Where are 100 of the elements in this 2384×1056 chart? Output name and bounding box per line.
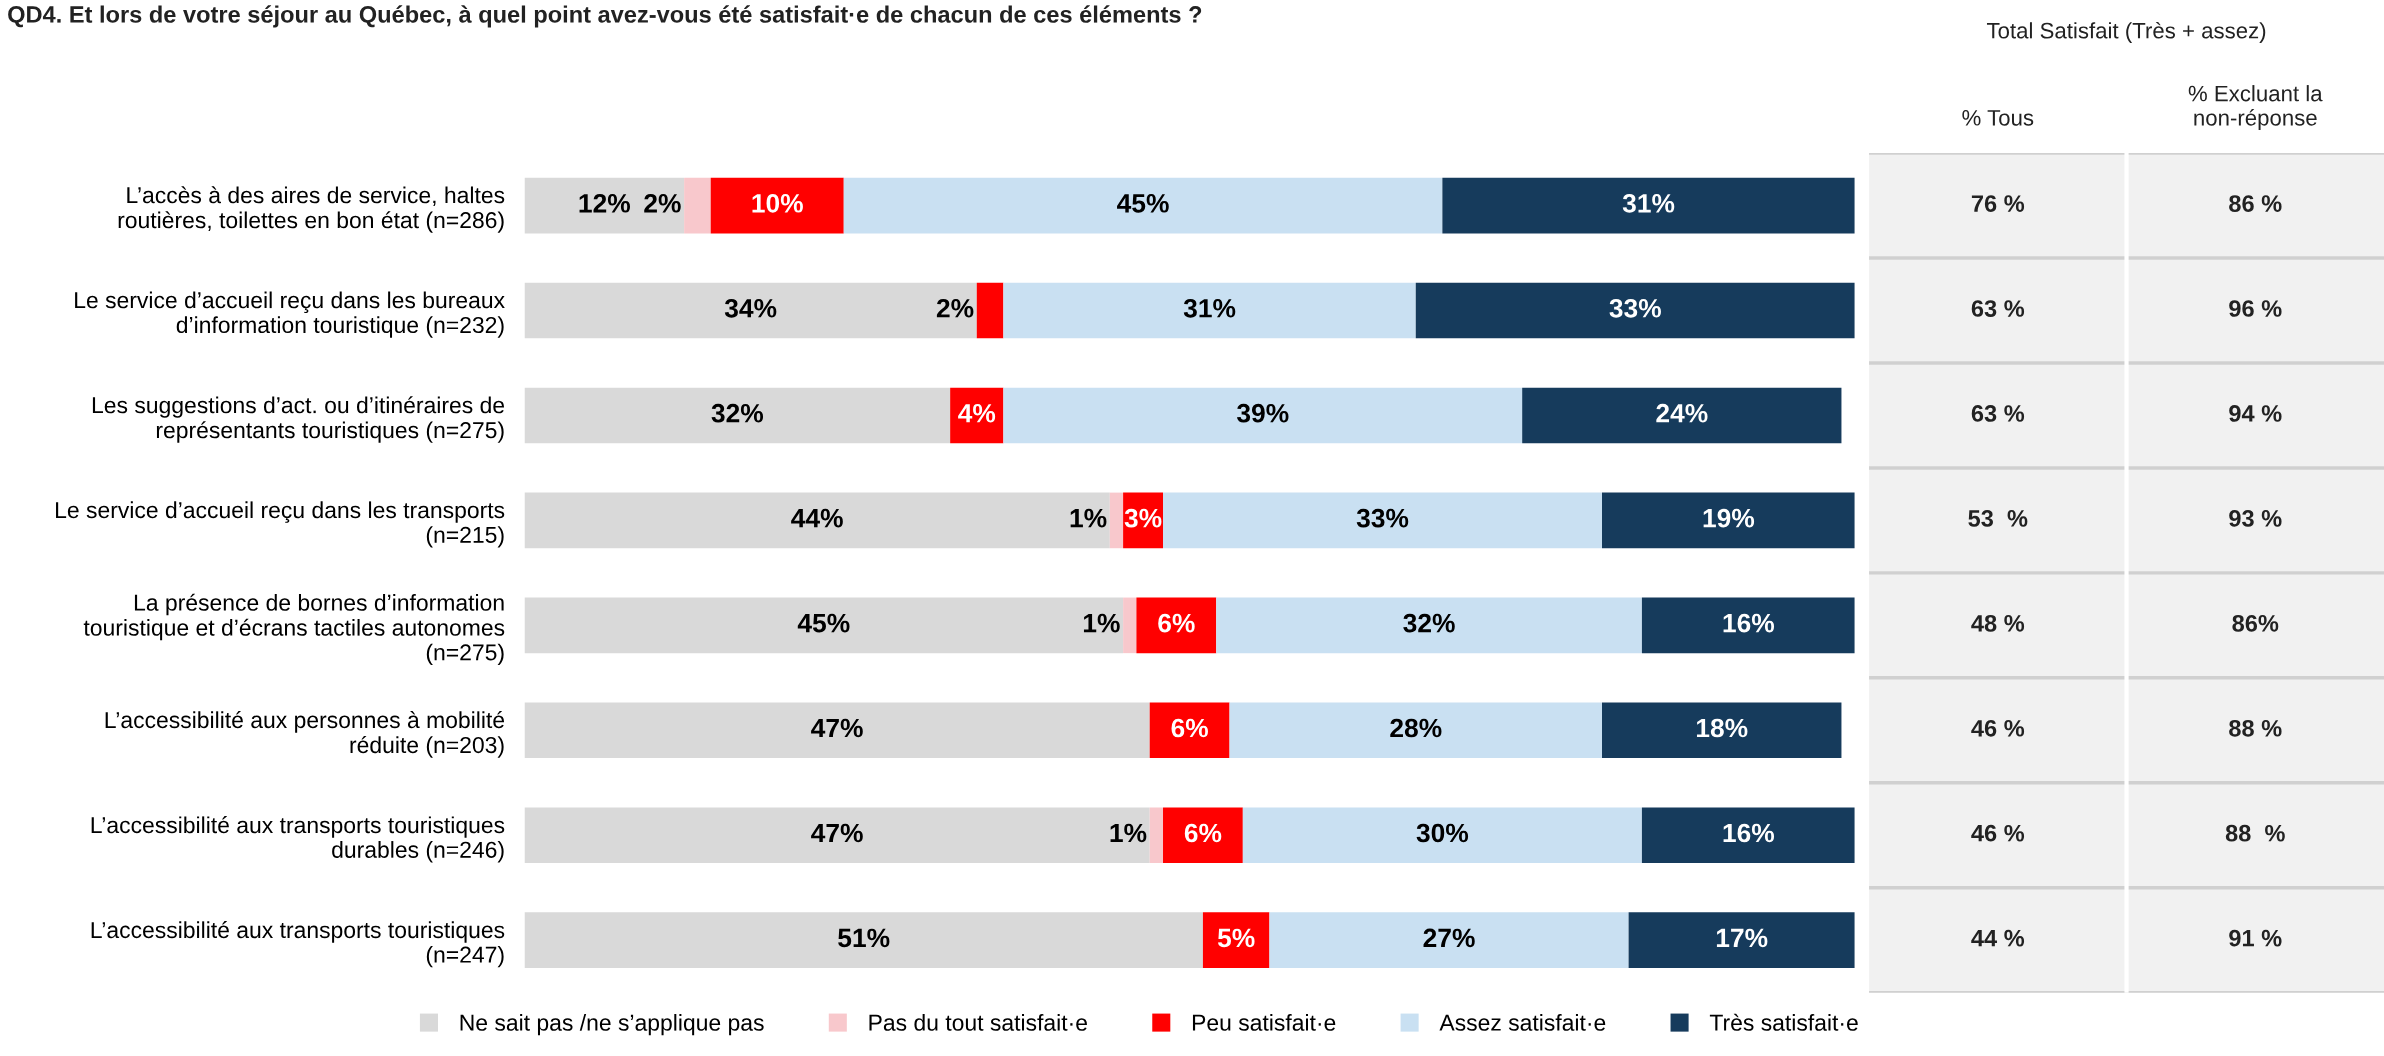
- text: 91 %: [2229, 929, 2282, 947]
- bar: [1109, 492, 1124, 549]
- data-label: 3%: [1124, 508, 1162, 528]
- text: 46 %: [1971, 719, 2025, 737]
- data-label: 24%: [1656, 403, 1708, 423]
- data-label: 32%: [1403, 613, 1455, 633]
- text: Total Satisfait (Très + assez): [1986, 21, 2266, 43]
- bar: [524, 387, 951, 444]
- data-label: 2%: [936, 298, 974, 318]
- text: 48 %: [1971, 614, 2025, 632]
- data-label: 31%: [1183, 298, 1236, 318]
- bar: [1163, 492, 1602, 549]
- y-tick-label: L’accessibilité aux personnes à mobilité réduite (n=203): [105, 711, 505, 758]
- data-label: 17%: [1716, 928, 1768, 948]
- data-label: 33%: [1609, 298, 1661, 318]
- y-tick-label: La présence de bornes d’information touristique et d’écrans tactiles autonomes (n=275): [83, 593, 505, 666]
- data-label: 6%: [1184, 823, 1222, 843]
- bar: [524, 912, 1203, 968]
- y-tick-label: Le service d’accueil reçu dans les bureaux d’information touristique (n=232): [75, 291, 505, 338]
- legend-label: Ne sait pas /ne s’applique pas: [460, 1014, 764, 1036]
- bar: [524, 807, 1150, 864]
- bar: [1602, 492, 1855, 549]
- data-label: 1%: [1110, 823, 1147, 843]
- data-label: 47%: [811, 718, 863, 738]
- data-label: 30%: [1416, 823, 1469, 843]
- legend-label: Pas du tout satisfait·e: [869, 1014, 1087, 1031]
- bar: [524, 282, 977, 339]
- text: 96 %: [2229, 300, 2282, 317]
- text: 76 %: [1971, 195, 2025, 212]
- bar: [1216, 597, 1642, 654]
- y-tick-label: Le service d’accueil reçu dans les transports (n=215): [56, 501, 505, 548]
- bar: [1442, 177, 1855, 234]
- bar: [1269, 912, 1629, 968]
- data-label: 47%: [811, 823, 863, 843]
- y-tick-label: L’accessibilité aux transports touristiques durables (n=246): [91, 816, 505, 863]
- y-tick-label: L’accessibilité aux transports touristiques (n=247): [91, 921, 505, 968]
- data-label: 1%: [1083, 613, 1120, 633]
- data-label: 33%: [1356, 508, 1409, 528]
- bar: [1641, 807, 1855, 864]
- data-label: 34%: [724, 298, 777, 318]
- data-label: 10%: [752, 193, 803, 213]
- text: 88 %: [2225, 824, 2285, 842]
- data-label: 51%: [838, 928, 890, 948]
- bar: [1123, 597, 1137, 654]
- data-label: 45%: [1117, 194, 1169, 213]
- text: 46 %: [1971, 824, 2025, 842]
- data-label: 45%: [797, 613, 850, 633]
- data-label: 5%: [1217, 928, 1255, 948]
- bar: [1415, 282, 1855, 339]
- text: 44 %: [1971, 929, 2025, 947]
- bar: [524, 177, 685, 234]
- bar: [1003, 387, 1523, 444]
- data-label: 31%: [1622, 193, 1675, 213]
- data-label: 6%: [1158, 613, 1195, 633]
- data-label: 39%: [1236, 403, 1289, 423]
- data-label: 18%: [1696, 718, 1748, 738]
- text: 93 %: [2229, 510, 2282, 527]
- bar: [976, 282, 1004, 339]
- bar: [1602, 702, 1842, 759]
- text: 94 %: [2229, 405, 2282, 422]
- text: 86 %: [2229, 195, 2282, 212]
- data-label: 6%: [1171, 718, 1208, 738]
- bar: [524, 597, 1124, 654]
- data-label: 1%: [1070, 508, 1107, 528]
- bar: [1163, 807, 1243, 864]
- legend-label: Peu satisfait·e: [1192, 1014, 1336, 1031]
- data-label: 44%: [791, 508, 843, 528]
- bar: [1242, 807, 1642, 864]
- data-label: 32%: [711, 403, 764, 423]
- text: 63 %: [1971, 405, 2025, 422]
- y-tick-label: Les suggestions d’act. ou d’itinéraires de représentants touristiques (n=275): [92, 396, 505, 443]
- text: 53 %: [1968, 510, 2028, 527]
- bar: [1628, 912, 1855, 968]
- bar: [524, 492, 1110, 549]
- bar: [710, 177, 844, 234]
- data-label: 27%: [1423, 928, 1475, 948]
- bar: [1149, 807, 1164, 864]
- y-tick-label: L’accès à des aires de service, haltes routières, toilettes en bon état (n=286): [118, 186, 505, 233]
- text: 88 %: [2229, 719, 2282, 737]
- chart-title: QD4. Et lors de votre séjour au Québec, à quel point avez-vous été satisfait·e de chacun de ces éléments ?: [8, 5, 1202, 28]
- data-label: 16%: [1723, 613, 1775, 633]
- bar: [1202, 912, 1270, 968]
- data-label: 12%: [579, 193, 631, 213]
- data-label: 16%: [1723, 823, 1775, 843]
- bar: [524, 702, 1150, 759]
- bar: [1003, 282, 1416, 339]
- data-label: 28%: [1390, 718, 1442, 738]
- bar: [684, 177, 711, 234]
- bar: [1641, 597, 1855, 654]
- bar: [1149, 702, 1230, 759]
- data-label: 19%: [1703, 508, 1755, 528]
- data-label: 2%: [644, 193, 681, 213]
- category-label: % Excluant la non-réponse: [2188, 85, 2323, 131]
- bar: [1229, 702, 1602, 759]
- bar: [1522, 387, 1842, 444]
- legend-label: Très satisfait·e: [1709, 1013, 1858, 1031]
- text: 86%: [2232, 614, 2279, 632]
- bar: [843, 177, 1443, 234]
- bar: [1136, 597, 1217, 654]
- legend-label: Assez satisfait·e: [1439, 1014, 1606, 1031]
